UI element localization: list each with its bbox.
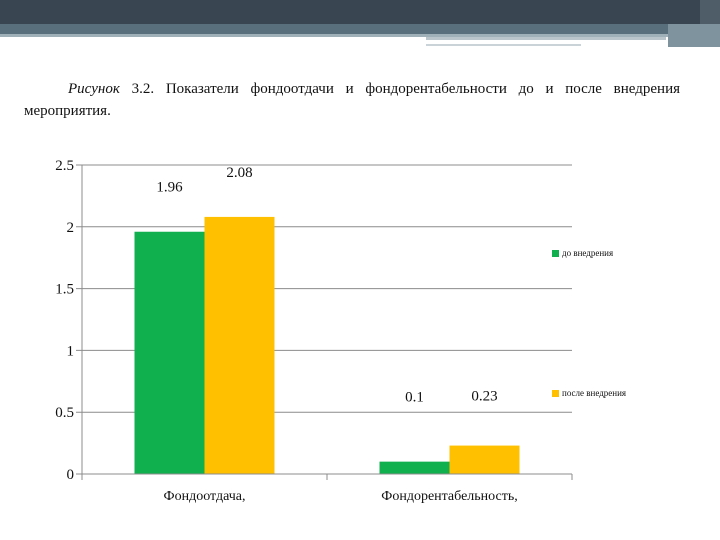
legend-label: до внедрения xyxy=(562,248,614,258)
data-label: 0.23 xyxy=(471,389,497,405)
x-category-label: Фондорентабельность, xyxy=(381,489,517,504)
bar xyxy=(134,231,205,474)
legend-label: после внедрения xyxy=(562,388,627,398)
legend-swatch xyxy=(552,250,559,258)
bar xyxy=(379,461,450,474)
title-bar xyxy=(0,0,720,24)
y-tick-label: 0 xyxy=(67,467,75,483)
figure-caption: Рисунок 3.2. Показатели фондоотдачи и фо… xyxy=(24,78,680,122)
data-label: 1.96 xyxy=(156,180,183,196)
y-tick-label: 0.5 xyxy=(55,405,74,421)
decor-line xyxy=(426,44,581,46)
data-label: 2.08 xyxy=(226,165,252,181)
caption-text: 3.2. Показатели фондоотдачи и фондорента… xyxy=(24,81,681,119)
legend-swatch xyxy=(552,390,559,398)
data-label: 0.1 xyxy=(405,390,424,406)
y-tick-label: 1.5 xyxy=(55,282,74,298)
y-tick-label: 2 xyxy=(67,220,75,236)
decor-block xyxy=(668,24,720,47)
legend-item-before: до внедрения xyxy=(552,248,613,258)
y-tick-label: 2.5 xyxy=(55,158,74,174)
header-stripe xyxy=(0,24,720,34)
bar xyxy=(204,216,275,475)
legend-item-after: после внедрения xyxy=(552,388,626,398)
x-category-label: Фондоотдача, xyxy=(164,489,246,504)
decor-line xyxy=(426,37,666,40)
y-tick-label: 1 xyxy=(67,343,75,359)
caption-label: Рисунок xyxy=(68,81,120,97)
header-stripe-light xyxy=(0,34,720,37)
bar xyxy=(449,445,520,474)
decor-block xyxy=(700,0,720,24)
